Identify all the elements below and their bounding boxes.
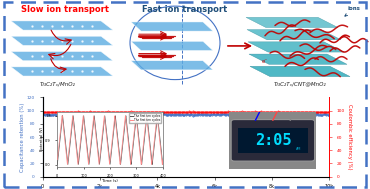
Polygon shape [250, 66, 350, 77]
Polygon shape [131, 22, 213, 31]
Polygon shape [246, 17, 338, 28]
Text: Fast ion transport: Fast ion transport [142, 5, 228, 14]
Y-axis label: Coulombic efficiency (%): Coulombic efficiency (%) [347, 104, 351, 170]
Text: AM: AM [296, 147, 302, 151]
Polygon shape [248, 42, 344, 52]
Polygon shape [11, 36, 113, 45]
Text: e⁻: e⁻ [262, 59, 268, 64]
Y-axis label: Potential (V): Potential (V) [40, 127, 44, 151]
Text: 94.1%: 94.1% [258, 119, 274, 124]
Bar [238, 128, 308, 153]
Polygon shape [249, 54, 347, 64]
Polygon shape [247, 30, 341, 40]
Polygon shape [131, 61, 213, 70]
Polygon shape [11, 67, 113, 76]
Text: Slow ion transport: Slow ion transport [21, 5, 109, 14]
FancyBboxPatch shape [231, 120, 314, 161]
X-axis label: Time (s): Time (s) [102, 179, 118, 183]
Text: Ti₃C₂Tₓ/CNT@MnO₂: Ti₃C₂Tₓ/CNT@MnO₂ [274, 81, 326, 86]
Y-axis label: Capacitance retention (%): Capacitance retention (%) [20, 102, 25, 172]
Polygon shape [11, 21, 113, 30]
Legend: The first ten cycles, The first ten cycles: The first ten cycles, The first ten cycl… [130, 113, 161, 123]
Text: ions: ions [345, 6, 361, 16]
Text: Ti₃C₂Tₓ/MnO₂: Ti₃C₂Tₓ/MnO₂ [40, 81, 76, 86]
Text: 2:05: 2:05 [255, 133, 291, 148]
Polygon shape [131, 41, 213, 50]
Polygon shape [11, 52, 113, 61]
